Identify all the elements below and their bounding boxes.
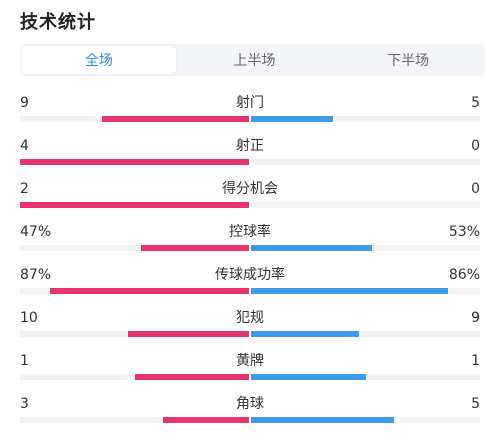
- away-value: 0: [471, 138, 480, 154]
- away-bar-track: [251, 417, 480, 423]
- stat-label: 得分机会: [222, 181, 278, 197]
- stat-label: 射正: [236, 138, 264, 154]
- page-title: 技术统计: [20, 12, 96, 33]
- home-value: 4: [20, 138, 29, 154]
- home-value: 3: [20, 396, 29, 412]
- home-bar: [163, 417, 249, 423]
- home-bar: [141, 245, 249, 251]
- away-value: 86%: [448, 267, 480, 283]
- home-bar: [49, 288, 249, 294]
- home-bar-track: [20, 116, 249, 122]
- home-value: 47%: [20, 224, 52, 240]
- away-bar-track: [251, 288, 480, 294]
- stat-row-chances: 2 得分机会 0: [0, 168, 500, 211]
- home-bar: [127, 331, 249, 337]
- home-value: 2: [20, 181, 29, 197]
- stat-row-possession: 47% 控球率 53%: [0, 211, 500, 254]
- away-bar: [251, 245, 373, 251]
- away-value: 53%: [448, 224, 480, 240]
- away-value: 1: [471, 353, 480, 369]
- home-bar: [134, 374, 249, 380]
- home-bar: [20, 202, 249, 208]
- home-value: 10: [20, 310, 38, 326]
- period-tabs: 全场 上半场 下半场: [20, 44, 485, 76]
- away-bar: [251, 374, 366, 380]
- away-bar-track: [251, 374, 480, 380]
- home-bar-track: [20, 331, 249, 337]
- home-bar-track: [20, 417, 249, 423]
- away-bar-track: [251, 245, 480, 251]
- stat-row-corners: 3 角球 5: [0, 383, 500, 426]
- stat-row-pass-accuracy: 87% 传球成功率 86%: [0, 254, 500, 297]
- stat-label: 控球率: [229, 224, 271, 240]
- stat-row-yellow-cards: 1 黄牌 1: [0, 340, 500, 383]
- stats-list: 9 射门 5 4 射正 0 2 得分机会 0 47% 控球率 53%: [0, 82, 500, 426]
- away-bar-track: [251, 202, 480, 208]
- tab-second-half[interactable]: 下半场: [387, 53, 430, 69]
- stat-label: 角球: [236, 396, 264, 412]
- away-bar: [251, 116, 334, 122]
- home-bar-track: [20, 288, 249, 294]
- away-bar-track: [251, 331, 480, 337]
- away-value: 0: [471, 181, 480, 197]
- away-bar-track: [251, 159, 480, 165]
- stat-row-shots: 9 射门 5: [0, 82, 500, 125]
- stat-label: 黄牌: [236, 353, 264, 369]
- stat-row-fouls: 10 犯规 9: [0, 297, 500, 340]
- stat-label: 传球成功率: [215, 267, 285, 283]
- home-value: 9: [20, 95, 29, 111]
- away-value: 5: [471, 95, 480, 111]
- away-bar: [251, 331, 359, 337]
- home-value: 1: [20, 353, 29, 369]
- away-value: 5: [471, 396, 480, 412]
- away-bar-track: [251, 116, 480, 122]
- home-bar-track: [20, 374, 249, 380]
- away-value: 9: [471, 310, 480, 326]
- tab-first-half[interactable]: 上半场: [233, 53, 276, 69]
- home-bar-track: [20, 159, 249, 165]
- home-value: 87%: [20, 267, 52, 283]
- stat-label: 犯规: [236, 310, 264, 326]
- away-bar: [251, 288, 448, 294]
- home-bar-track: [20, 245, 249, 251]
- stat-label: 射门: [236, 95, 264, 111]
- home-bar: [102, 116, 249, 122]
- tab-full-match[interactable]: 全场: [22, 46, 176, 74]
- home-bar-track: [20, 202, 249, 208]
- away-bar: [251, 417, 395, 423]
- stat-row-shots-on-target: 4 射正 0: [0, 125, 500, 168]
- home-bar: [20, 159, 249, 165]
